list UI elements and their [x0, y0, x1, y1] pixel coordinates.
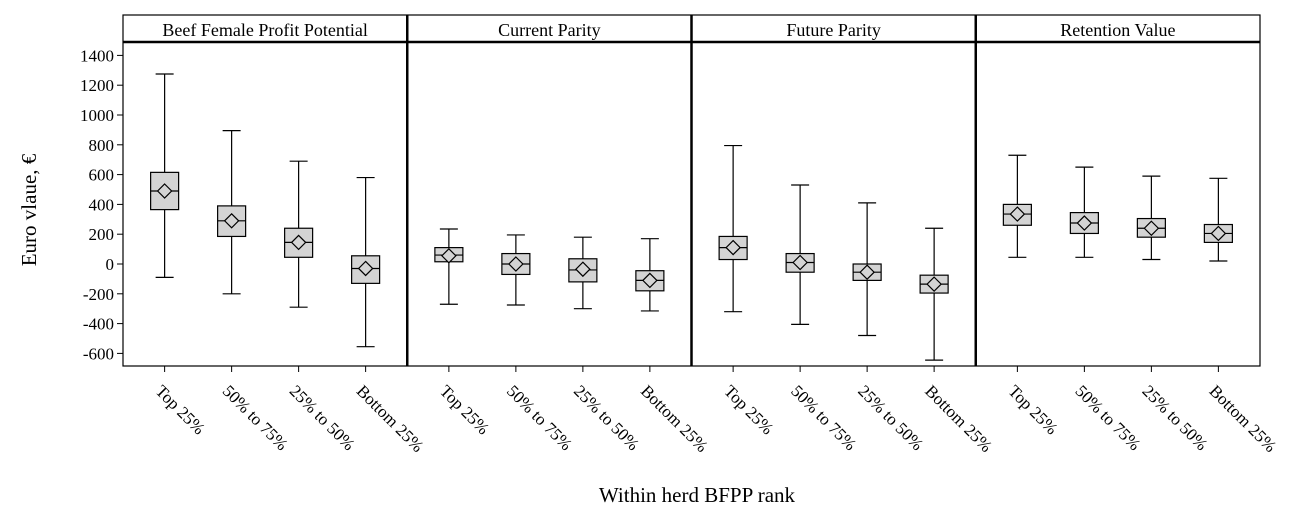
mean-marker — [223, 212, 240, 229]
panel-title: Future Parity — [786, 20, 881, 40]
panel-2: Current Parity — [406, 15, 665, 366]
mean-marker — [1210, 225, 1227, 242]
panel-title: Retention Value — [1060, 20, 1175, 40]
y-tick-label: 200 — [89, 225, 115, 244]
y-tick-label: -400 — [83, 315, 114, 334]
x-tick-label: Bottom 25% — [637, 381, 712, 456]
mean-marker — [1076, 215, 1093, 231]
x-tick-label: Bottom 25% — [921, 381, 996, 456]
panel-4: Retention Value — [974, 15, 1233, 366]
box-1 — [150, 73, 180, 279]
mean-marker — [575, 261, 591, 278]
x-tick-label: 50% to 75% — [1072, 381, 1145, 454]
panel-title: Beef Female Profit Potential — [162, 20, 367, 40]
y-tick-label: -200 — [83, 285, 114, 304]
x-axis: Top 25% 50% to 75%25% to 50%Bottom 25% Top… — [152, 366, 1280, 456]
x-tick-label: Top 25% — [152, 381, 209, 438]
y-tick-label: -600 — [83, 344, 114, 363]
box-2 — [217, 130, 247, 295]
box-4 — [1203, 177, 1233, 262]
x-tick-label: Top 25% — [1005, 381, 1062, 438]
y-tick-label: 1200 — [80, 76, 114, 95]
box-2 — [1069, 166, 1099, 258]
box-1 — [434, 228, 464, 305]
box-4 — [635, 238, 665, 312]
x-tick-label: 25% to 50% — [286, 381, 359, 454]
mean-marker — [792, 254, 808, 271]
y-tick-label: 400 — [89, 195, 115, 214]
box-2 — [501, 234, 531, 306]
y-tick-label: 0 — [106, 255, 115, 274]
box-3 — [284, 160, 314, 308]
x-tick-label: 50% to 75% — [503, 381, 576, 454]
panel-title: Current Parity — [498, 20, 600, 40]
x-tick-label: Top 25% — [720, 381, 777, 438]
mean-marker — [1143, 220, 1160, 237]
mean-marker — [725, 239, 741, 256]
y-axis: -600 -400 -200 0 200 400 600 800 1000 1200 1400 — [80, 46, 123, 363]
mean-marker — [926, 276, 942, 292]
box-3 — [852, 202, 882, 337]
y-tick-label: 1400 — [80, 46, 114, 65]
panel-1: Beef Female Profit Potential — [150, 20, 381, 348]
x-tick-label: Bottom 25% — [1206, 381, 1281, 456]
y-tick-label: 600 — [89, 166, 115, 185]
x-tick-label: Top 25% — [436, 381, 493, 438]
mean-marker — [1009, 206, 1026, 222]
panels-layer: Beef Female Profit Potential Current Pari… — [122, 14, 1261, 367]
y-tick-label: 1000 — [80, 106, 114, 125]
x-axis-title: Within herd BFPP rank — [599, 483, 796, 507]
panel-3: Future Parity — [690, 15, 949, 366]
x-tick-label: 25% to 50% — [1139, 381, 1212, 454]
mean-marker — [156, 183, 173, 199]
mean-marker — [290, 234, 307, 251]
y-axis-title: Euro vlaue, € — [17, 153, 41, 266]
x-tick-label: 25% to 50% — [854, 381, 927, 454]
mean-marker — [357, 260, 374, 277]
x-tick-label: 50% to 75% — [219, 381, 292, 454]
x-tick-label: 25% to 50% — [570, 381, 643, 454]
mean-marker — [859, 264, 875, 281]
mean-marker — [441, 247, 457, 264]
x-tick-label: Bottom 25% — [353, 381, 428, 456]
box-3 — [1136, 175, 1166, 261]
mean-marker — [642, 272, 658, 289]
box-4 — [919, 227, 949, 361]
box-2 — [785, 184, 815, 325]
mean-marker — [508, 256, 524, 272]
box-4 — [351, 176, 381, 348]
x-tick-label: 50% to 75% — [787, 381, 860, 454]
box-1 — [1002, 154, 1032, 258]
y-tick-label: 800 — [89, 136, 115, 155]
box-1 — [718, 144, 748, 313]
box-3 — [568, 236, 598, 310]
